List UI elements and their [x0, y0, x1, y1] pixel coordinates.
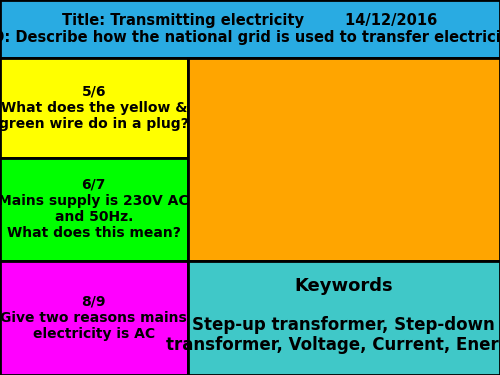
Text: 6/7
Mains supply is 230V AC
and 50Hz.
What does this mean?: 6/7 Mains supply is 230V AC and 50Hz. Wh…	[0, 178, 189, 240]
Text: Step-up transformer, Step-down
transformer, Voltage, Current, Energy: Step-up transformer, Step-down transform…	[166, 316, 500, 354]
Bar	[0, 0, 500, 58]
Bar	[188, 261, 500, 375]
Text: 5/6
What does the yellow &
green wire do in a plug?: 5/6 What does the yellow & green wire do…	[0, 85, 188, 131]
Bar	[0, 261, 188, 375]
Bar	[188, 58, 500, 261]
Text: Title: Transmitting electricity        14/12/2016
LO: Describe how the national : Title: Transmitting electricity 14/12/20…	[0, 13, 500, 45]
Text: 8/9
Give two reasons mains
electricity is AC: 8/9 Give two reasons mains electricity i…	[0, 295, 187, 341]
Bar	[0, 158, 188, 261]
Text: Keywords: Keywords	[294, 277, 393, 295]
Bar	[0, 58, 188, 158]
